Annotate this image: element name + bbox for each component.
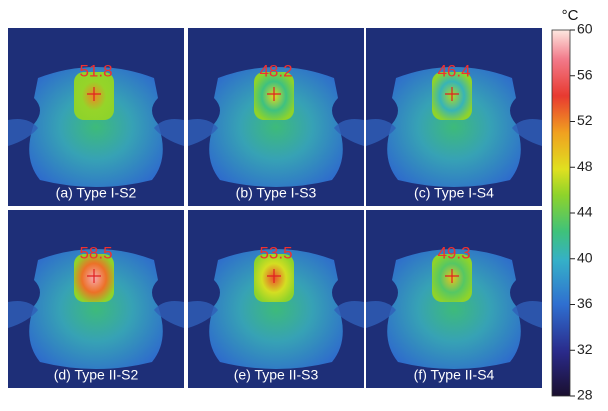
colorbar-tick-label: 56: [577, 66, 593, 82]
figure: °C 28323640444852566051.8(a) Type I-S248…: [0, 0, 608, 406]
max-temperature: 46.4: [437, 61, 470, 80]
colorbar-tick-label: 60: [577, 21, 593, 37]
colorbar-tick-label: 48: [577, 158, 593, 174]
thermal-panel: 49.3 (f) Type II-S4: [366, 210, 542, 388]
thermal-panel: 58.5 (d) Type II-S2: [8, 210, 184, 388]
panel-label: (d) Type II-S2: [54, 367, 139, 383]
colorbar: [552, 30, 570, 396]
colorbar-tick-label: 40: [577, 249, 593, 265]
colorbar-tick-label: 44: [577, 204, 593, 220]
panel-label: (c) Type I-S4: [414, 185, 494, 201]
panel-label: (e) Type II-S3: [234, 367, 319, 383]
colorbar-tick-label: 36: [577, 295, 593, 311]
thermal-panel: 53.5 (e) Type II-S3: [188, 210, 364, 388]
thermal-panel: 51.8 (a) Type I-S2: [8, 28, 184, 206]
max-temperature: 58.5: [79, 243, 112, 262]
panel-label: (a) Type I-S2: [56, 185, 137, 201]
max-temperature: 51.8: [79, 61, 112, 80]
colorbar-tick-label: 52: [577, 112, 593, 128]
colorbar-tick-label: 28: [577, 387, 593, 403]
thermal-panel: 46.4 (c) Type I-S4: [366, 28, 542, 206]
max-temperature: 53.5: [259, 243, 292, 262]
max-temperature: 48.2: [259, 61, 292, 80]
thermal-panel: 48.2 (b) Type I-S3: [188, 28, 364, 206]
panel-label: (f) Type II-S4: [414, 367, 495, 383]
colorbar-tick-label: 32: [577, 341, 593, 357]
max-temperature: 49.3: [437, 243, 470, 262]
panel-label: (b) Type I-S3: [236, 185, 317, 201]
